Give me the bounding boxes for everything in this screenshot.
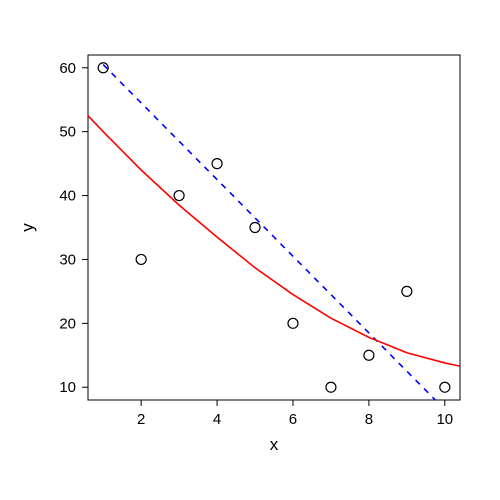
x-tick-label: 6 <box>289 411 297 428</box>
y-tick-label: 10 <box>59 379 76 396</box>
x-tick-label: 8 <box>365 411 373 428</box>
y-tick-label: 30 <box>59 251 76 268</box>
y-tick-label: 20 <box>59 315 76 332</box>
chart-svg: 2 4 6 8 10 10 20 30 40 50 60 x y <box>0 0 500 500</box>
x-tick-label: 4 <box>213 411 221 428</box>
y-tick-label: 50 <box>59 124 76 141</box>
x-axis-label: x <box>270 435 279 454</box>
x-tick-label: 10 <box>436 411 453 428</box>
y-tick-label: 60 <box>59 60 76 77</box>
y-tick-label: 40 <box>59 188 76 205</box>
y-axis-label: y <box>18 223 37 232</box>
x-tick-label: 2 <box>137 411 145 428</box>
scatter-chart: 2 4 6 8 10 10 20 30 40 50 60 x y <box>0 0 500 500</box>
